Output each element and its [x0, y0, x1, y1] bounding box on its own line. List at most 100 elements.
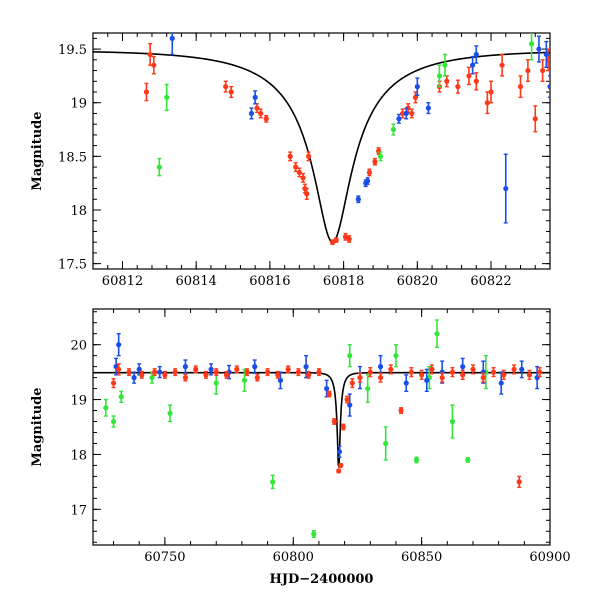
data-point [311, 531, 317, 537]
light-curve-zoom-panel: 60812 60814 60816 60818 60820 60822 17.5 18 18.5… [30, 32, 551, 289]
data-point [306, 153, 312, 159]
data-point [434, 331, 440, 337]
data-point [470, 366, 476, 372]
data-point [377, 364, 384, 370]
x-tick-label: 60822 [470, 274, 511, 289]
data-point [303, 364, 309, 370]
plot-frame [92, 308, 551, 546]
data-point [525, 67, 531, 74]
data-point [396, 116, 402, 122]
data-point [228, 89, 234, 95]
data-point [424, 377, 430, 383]
data-point [429, 366, 435, 372]
data-point [390, 126, 396, 133]
data-point [254, 375, 260, 381]
data-point [439, 375, 445, 381]
data-point [408, 369, 414, 375]
data-point [347, 402, 353, 408]
x-tick-label: 60800 [273, 550, 314, 565]
data-point [519, 366, 525, 372]
data-point [403, 110, 409, 117]
data-point [223, 372, 230, 378]
data-point [270, 479, 276, 485]
data-point [444, 78, 450, 84]
data-point [116, 366, 122, 372]
data-point [336, 449, 343, 455]
y-tick-label: 18 [70, 448, 87, 463]
data-point [347, 353, 353, 359]
data-point [449, 369, 456, 375]
x-tick-label: 60820 [397, 274, 438, 289]
data-point [528, 41, 535, 47]
data-point [488, 89, 494, 95]
data-point [126, 369, 132, 375]
light-curve-full-panel: 60750 60800 60850 60900 17 18 19 20 Magnitude HJD… [30, 308, 571, 587]
data-point [164, 94, 170, 100]
data-point [285, 366, 291, 372]
data-point [264, 369, 271, 375]
y-axis-label: Magnitude [30, 387, 45, 466]
data-point [442, 62, 448, 68]
data-point [543, 51, 549, 58]
data-point [455, 84, 461, 90]
y-tick-label: 17 [70, 503, 87, 518]
data-point [355, 196, 361, 202]
data-point [490, 369, 497, 375]
data-point [501, 372, 507, 378]
data-point [213, 380, 219, 386]
data-point [157, 369, 163, 375]
data-point [304, 191, 310, 197]
data-point [484, 100, 490, 106]
data-point [403, 380, 409, 386]
data-point [540, 67, 546, 74]
data-point [532, 116, 538, 122]
data-point [536, 46, 542, 52]
data-point [333, 237, 339, 243]
data-point [287, 153, 293, 159]
x-tick-label: 60812 [102, 274, 143, 289]
data-point [419, 372, 425, 378]
data-point [241, 377, 248, 383]
data-point [367, 369, 373, 375]
data-point [169, 35, 175, 41]
data-point [377, 375, 384, 381]
data-point [149, 375, 155, 381]
data-point [473, 78, 479, 84]
data-point [366, 169, 373, 176]
data-point [365, 385, 371, 392]
y-tick-label: 19.5 [58, 43, 87, 58]
data-point [244, 369, 250, 375]
data-point [203, 372, 209, 378]
data-point [306, 372, 312, 378]
data-point [234, 366, 240, 372]
data-point [293, 164, 299, 170]
data-point [336, 468, 342, 474]
data-point [162, 372, 168, 378]
data-point [393, 353, 399, 359]
data-point [223, 84, 229, 90]
data-point [208, 366, 214, 372]
data-point [275, 372, 281, 378]
data-point [364, 178, 371, 184]
data-point [460, 372, 466, 378]
data-point [388, 366, 394, 372]
data-point [503, 185, 509, 192]
data-point [252, 364, 258, 370]
data-point [172, 369, 178, 375]
x-tick-label: 60814 [176, 274, 217, 289]
data-point [110, 380, 117, 386]
data-point [349, 380, 355, 386]
data-point [466, 73, 472, 79]
data-point [344, 396, 350, 403]
y-tick-label: 18.5 [58, 150, 87, 165]
y-tick-label: 20 [70, 339, 87, 354]
data-point [182, 364, 189, 370]
data-point [357, 375, 363, 381]
data-point [537, 369, 543, 375]
y-tick-label: 18 [70, 204, 87, 219]
data-point [480, 375, 486, 381]
x-tick-label: 60750 [144, 550, 185, 565]
data-point [414, 84, 420, 90]
data-point [326, 391, 332, 397]
